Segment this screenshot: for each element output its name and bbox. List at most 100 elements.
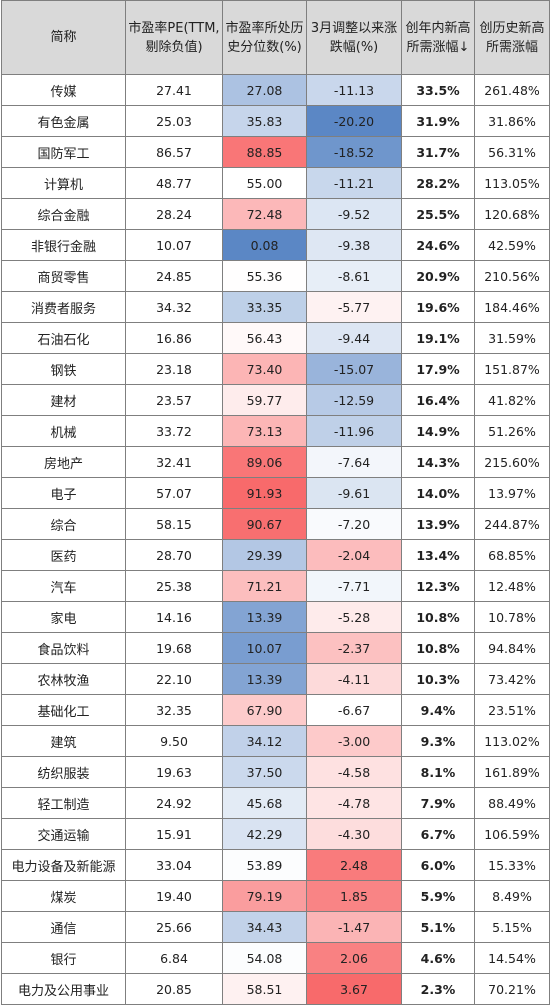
all-time-high-gap-cell: 14.54%: [474, 942, 550, 974]
ytd-high-gap-cell: 10.8%: [401, 601, 475, 633]
ytd-high-gap-cell: 17.9%: [401, 353, 475, 385]
pe-cell: 25.03: [125, 105, 223, 137]
change-cell: -1.47: [306, 911, 402, 943]
ytd-high-gap-cell: 16.4%: [401, 384, 475, 416]
ytd-high-gap-cell: 5.1%: [401, 911, 475, 943]
change-cell: -9.52: [306, 198, 402, 230]
change-cell: -2.37: [306, 632, 402, 664]
industry-name-cell: 传媒: [1, 74, 126, 106]
table-row: 纺织服装 19.63 37.50 -4.58 8.1% 161.89%: [1, 756, 550, 788]
all-time-high-gap-cell: 31.59%: [474, 322, 550, 354]
change-cell: -5.28: [306, 601, 402, 633]
ytd-high-gap-cell: 25.5%: [401, 198, 475, 230]
all-time-high-gap-cell: 5.15%: [474, 911, 550, 943]
all-time-high-gap-cell: 210.56%: [474, 260, 550, 292]
change-cell: 2.48: [306, 849, 402, 881]
industry-name-cell: 轻工制造: [1, 787, 126, 819]
all-time-high-gap-cell: 215.60%: [474, 446, 550, 478]
industry-name-cell: 有色金属: [1, 105, 126, 137]
table-row: 国防军工 86.57 88.85 -18.52 31.7% 56.31%: [1, 136, 550, 168]
all-time-high-gap-cell: 51.26%: [474, 415, 550, 447]
industry-name-cell: 纺织服装: [1, 756, 126, 788]
pe-percentile-cell: 33.35: [222, 291, 307, 323]
all-time-high-gap-cell: 113.02%: [474, 725, 550, 757]
change-cell: -4.30: [306, 818, 402, 850]
change-cell: -9.38: [306, 229, 402, 261]
industry-name-cell: 石油石化: [1, 322, 126, 354]
industry-name-cell: 食品饮料: [1, 632, 126, 664]
table-row: 农林牧渔 22.10 13.39 -4.11 10.3% 73.42%: [1, 663, 550, 695]
change-cell: -7.20: [306, 508, 402, 540]
pe-percentile-cell: 73.40: [222, 353, 307, 385]
header-pe: 市盈率PE(TTM,剔除负值): [125, 0, 223, 75]
pe-cell: 6.84: [125, 942, 223, 974]
industry-name-cell: 电力及公用事业: [1, 973, 126, 1005]
all-time-high-gap-cell: 13.97%: [474, 477, 550, 509]
pe-percentile-cell: 27.08: [222, 74, 307, 106]
pe-percentile-cell: 42.29: [222, 818, 307, 850]
pe-cell: 23.18: [125, 353, 223, 385]
pe-cell: 24.85: [125, 260, 223, 292]
ytd-high-gap-cell: 20.9%: [401, 260, 475, 292]
industry-name-cell: 电力设备及新能源: [1, 849, 126, 881]
pe-cell: 57.07: [125, 477, 223, 509]
industry-name-cell: 机械: [1, 415, 126, 447]
change-cell: -7.64: [306, 446, 402, 478]
industry-name-cell: 计算机: [1, 167, 126, 199]
all-time-high-gap-cell: 42.59%: [474, 229, 550, 261]
all-time-high-gap-cell: 10.78%: [474, 601, 550, 633]
header-to-all-time-high: 创历史新高所需涨幅: [474, 0, 550, 75]
pe-cell: 34.32: [125, 291, 223, 323]
all-time-high-gap-cell: 73.42%: [474, 663, 550, 695]
industry-name-cell: 建筑: [1, 725, 126, 757]
table-row: 电力及公用事业 20.85 58.51 3.67 2.3% 70.21%: [1, 973, 550, 1005]
ytd-high-gap-cell: 19.1%: [401, 322, 475, 354]
pe-cell: 28.70: [125, 539, 223, 571]
header-to-ytd-high: 创年内新高所需涨幅↓: [401, 0, 475, 75]
table-row: 机械 33.72 73.13 -11.96 14.9% 51.26%: [1, 415, 550, 447]
table-row: 家电 14.16 13.39 -5.28 10.8% 10.78%: [1, 601, 550, 633]
change-cell: -12.59: [306, 384, 402, 416]
industry-name-cell: 农林牧渔: [1, 663, 126, 695]
pe-percentile-cell: 91.93: [222, 477, 307, 509]
pe-cell: 22.10: [125, 663, 223, 695]
all-time-high-gap-cell: 41.82%: [474, 384, 550, 416]
pe-percentile-cell: 79.19: [222, 880, 307, 912]
pe-percentile-cell: 35.83: [222, 105, 307, 137]
all-time-high-gap-cell: 70.21%: [474, 973, 550, 1005]
table-row: 食品饮料 19.68 10.07 -2.37 10.8% 94.84%: [1, 632, 550, 664]
change-cell: -11.21: [306, 167, 402, 199]
pe-cell: 86.57: [125, 136, 223, 168]
all-time-high-gap-cell: 151.87%: [474, 353, 550, 385]
all-time-high-gap-cell: 244.87%: [474, 508, 550, 540]
table-row: 商贸零售 24.85 55.36 -8.61 20.9% 210.56%: [1, 260, 550, 292]
pe-cell: 14.16: [125, 601, 223, 633]
table-row: 银行 6.84 54.08 2.06 4.6% 14.54%: [1, 942, 550, 974]
change-cell: -4.78: [306, 787, 402, 819]
change-cell: 2.06: [306, 942, 402, 974]
header-pe-percentile: 市盈率所处历史分位数(%): [222, 0, 307, 75]
pe-percentile-cell: 34.12: [222, 725, 307, 757]
ytd-high-gap-cell: 5.9%: [401, 880, 475, 912]
pe-percentile-cell: 59.77: [222, 384, 307, 416]
change-cell: -5.77: [306, 291, 402, 323]
ytd-high-gap-cell: 31.7%: [401, 136, 475, 168]
industry-name-cell: 汽车: [1, 570, 126, 602]
industry-name-cell: 综合金融: [1, 198, 126, 230]
table-row: 有色金属 25.03 35.83 -20.20 31.9% 31.86%: [1, 105, 550, 137]
ytd-high-gap-cell: 12.3%: [401, 570, 475, 602]
all-time-high-gap-cell: 88.49%: [474, 787, 550, 819]
pe-percentile-cell: 71.21: [222, 570, 307, 602]
all-time-high-gap-cell: 8.49%: [474, 880, 550, 912]
pe-cell: 33.72: [125, 415, 223, 447]
table-row: 非银行金融 10.07 0.08 -9.38 24.6% 42.59%: [1, 229, 550, 261]
change-cell: -3.00: [306, 725, 402, 757]
ytd-high-gap-cell: 13.9%: [401, 508, 475, 540]
header-name: 简称: [1, 0, 126, 75]
change-cell: 1.85: [306, 880, 402, 912]
industry-name-cell: 房地产: [1, 446, 126, 478]
table-row: 消费者服务 34.32 33.35 -5.77 19.6% 184.46%: [1, 291, 550, 323]
ytd-high-gap-cell: 14.9%: [401, 415, 475, 447]
pe-cell: 33.04: [125, 849, 223, 881]
